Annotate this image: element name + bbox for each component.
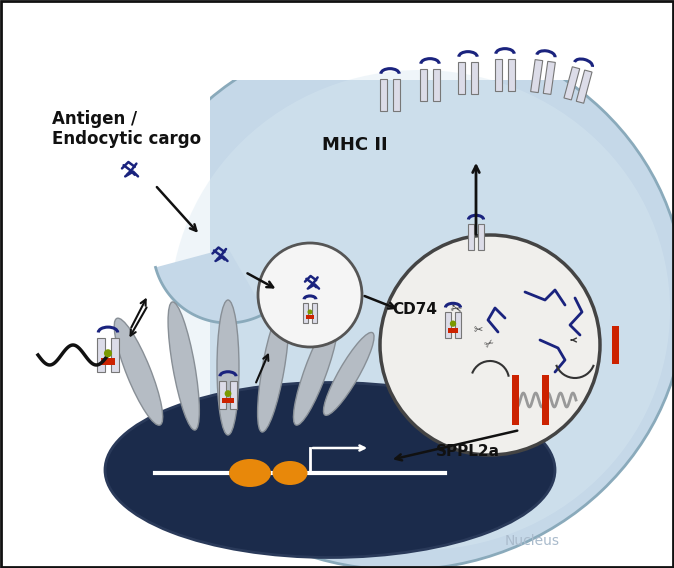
Ellipse shape <box>114 318 162 425</box>
Polygon shape <box>97 338 105 372</box>
Polygon shape <box>231 381 237 410</box>
Ellipse shape <box>170 70 670 550</box>
Polygon shape <box>156 248 266 323</box>
Ellipse shape <box>272 461 307 485</box>
Polygon shape <box>576 70 592 103</box>
Polygon shape <box>468 224 474 250</box>
Polygon shape <box>392 79 400 111</box>
Text: ✂: ✂ <box>483 337 497 350</box>
Polygon shape <box>222 398 234 403</box>
Text: CD74: CD74 <box>392 303 437 318</box>
Circle shape <box>224 390 231 397</box>
Polygon shape <box>512 375 518 425</box>
Polygon shape <box>478 224 485 250</box>
Text: MHC II: MHC II <box>322 136 388 154</box>
Polygon shape <box>611 326 619 364</box>
Polygon shape <box>543 61 555 94</box>
Polygon shape <box>448 328 458 332</box>
Polygon shape <box>380 79 388 111</box>
Polygon shape <box>564 67 580 100</box>
Polygon shape <box>303 303 308 323</box>
Polygon shape <box>433 69 440 101</box>
Polygon shape <box>508 59 515 91</box>
Polygon shape <box>458 62 466 94</box>
Polygon shape <box>495 59 502 91</box>
Circle shape <box>450 320 456 327</box>
Polygon shape <box>455 312 462 339</box>
Polygon shape <box>306 315 314 319</box>
Polygon shape <box>530 60 543 93</box>
Polygon shape <box>445 312 451 339</box>
Ellipse shape <box>324 332 374 415</box>
Text: Nucleus: Nucleus <box>505 534 560 548</box>
Ellipse shape <box>217 300 239 435</box>
Circle shape <box>104 349 112 357</box>
Polygon shape <box>111 338 119 372</box>
Bar <box>0 0 674 80</box>
Text: ✂: ✂ <box>473 325 483 335</box>
Ellipse shape <box>257 306 288 432</box>
Polygon shape <box>541 375 549 425</box>
Text: Endocytic cargo: Endocytic cargo <box>52 130 201 148</box>
Polygon shape <box>420 69 427 101</box>
Text: SPPL2a: SPPL2a <box>436 445 500 460</box>
Circle shape <box>258 243 362 347</box>
Ellipse shape <box>115 30 674 568</box>
Ellipse shape <box>229 459 271 487</box>
Polygon shape <box>470 62 478 94</box>
Text: ✂: ✂ <box>449 302 464 318</box>
Ellipse shape <box>168 302 200 430</box>
Polygon shape <box>311 303 317 323</box>
Ellipse shape <box>105 382 555 558</box>
Polygon shape <box>219 381 226 410</box>
Circle shape <box>307 310 313 315</box>
Text: Antigen /: Antigen / <box>52 110 137 128</box>
Polygon shape <box>101 358 115 365</box>
Circle shape <box>380 235 600 455</box>
Ellipse shape <box>293 317 338 425</box>
Bar <box>0 0 210 568</box>
